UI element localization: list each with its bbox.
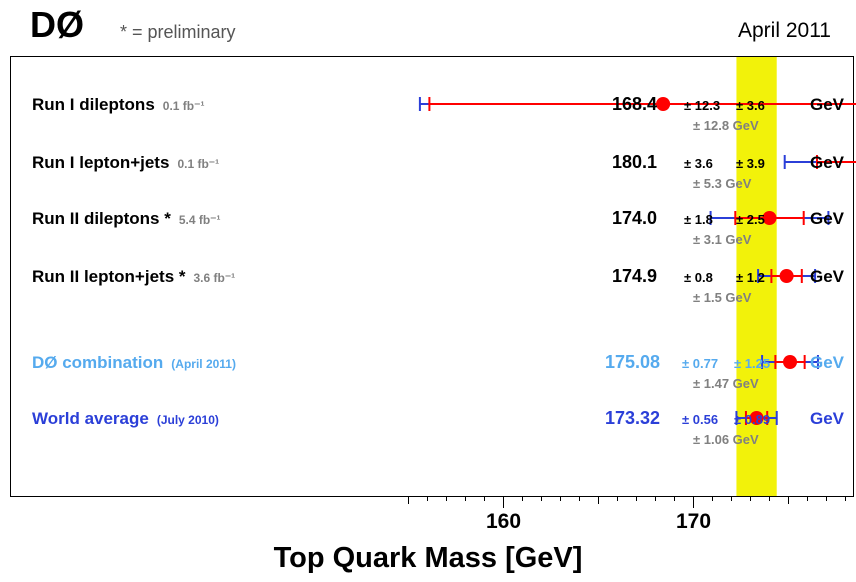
unit-text: GeV [810,353,845,372]
measurement-label: Run I dileptons 0.1 fb⁻¹ [32,95,204,114]
measurement-label: Run II lepton+jets * 3.6 fb⁻¹ [32,267,235,286]
total-error-text: ± 1.06 GeV [693,432,759,447]
unit-text: GeV [810,409,845,428]
measurement-label: Run II dileptons * 5.4 fb⁻¹ [32,209,221,228]
syst-error-text: ± 2.5 [736,212,765,227]
chart-date: April 2011 [737,19,831,42]
total-error-text: ± 5.3 GeV [693,176,752,191]
syst-error-text: ± 0.89 [734,412,770,427]
stat-error-text: ± 12.3 [684,98,720,113]
data-point [749,411,764,425]
unit-text: GeV [810,95,845,114]
total-error-text: ± 1.5 GeV [693,290,752,305]
x-axis-label: Top Quark Mass [GeV] [273,542,583,574]
measurement-label: World average (July 2010) [32,409,219,428]
measurement-label: DØ combination (April 2011) [32,353,236,372]
measurement-label: Run I lepton+jets 0.1 fb⁻¹ [32,153,219,172]
stat-error-text: ± 0.77 [682,356,718,371]
stat-error-text: ± 0.8 [684,270,713,285]
data-point [656,97,671,111]
syst-error-text: ± 1.25 [734,356,770,371]
unit-text: GeV [810,209,845,228]
value-text: 180.1 [612,152,657,172]
total-error-text: ± 3.1 GeV [693,232,752,247]
syst-error-text: ± 3.6 [736,98,765,113]
unit-text: GeV [810,267,845,286]
value-text: 168.4 [612,94,657,114]
total-error-text: ± 1.47 GeV [693,376,759,391]
x-tick-label: 160 [486,510,521,533]
data-point [783,355,798,369]
value-text: 174.9 [612,266,657,286]
value-text: 174.0 [612,208,657,228]
experiment-logo: DØ [30,4,84,45]
x-tick-label: 170 [676,510,711,533]
unit-text: GeV [810,153,845,172]
value-text: 175.08 [605,352,660,372]
stat-error-text: ± 0.56 [682,412,718,427]
stat-error-text: ± 3.6 [684,156,713,171]
data-point [779,269,794,283]
plot-frame [10,56,854,497]
data-point [762,211,777,225]
preliminary-note: * = preliminary [120,22,236,42]
stat-error-text: ± 1.8 [684,212,713,227]
syst-error-text: ± 3.9 [736,156,765,171]
value-text: 173.32 [605,408,660,428]
syst-error-text: ± 1.2 [736,270,765,285]
total-error-text: ± 12.8 GeV [693,118,759,133]
